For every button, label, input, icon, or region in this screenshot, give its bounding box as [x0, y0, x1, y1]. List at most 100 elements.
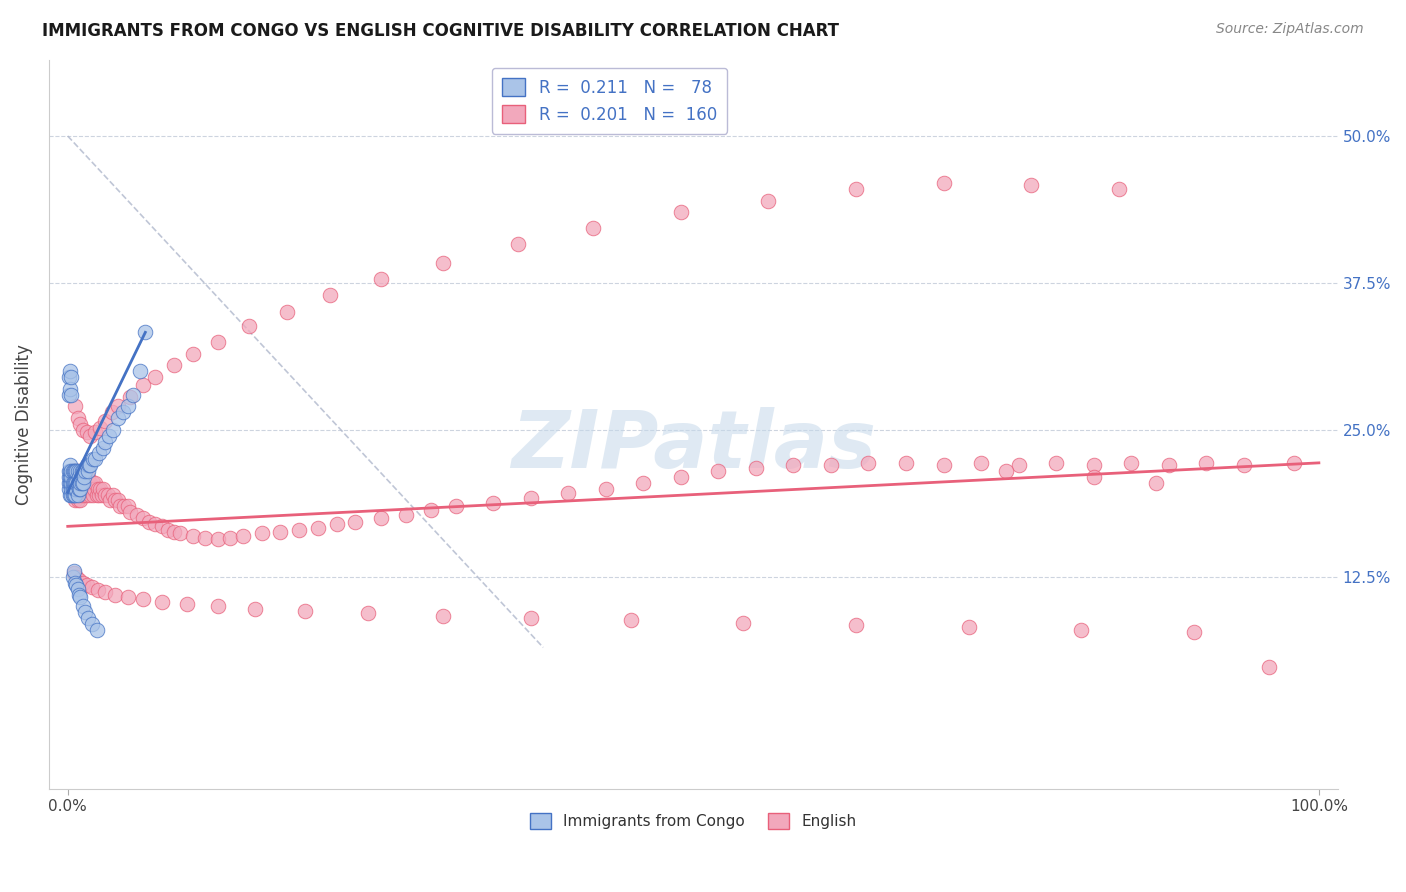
Point [59, 475, 82, 490]
Point [63, 475, 86, 490]
Point [63, 487, 86, 501]
Point [62, 475, 84, 490]
Point [94, 487, 117, 501]
Point [444, 500, 467, 514]
Point [110, 500, 132, 514]
Point [101, 423, 124, 437]
Point [60, 370, 83, 384]
Point [432, 608, 454, 623]
Point [344, 515, 367, 529]
Point [65, 570, 87, 584]
Point [91, 441, 114, 455]
Point [89, 482, 111, 496]
Point [219, 531, 242, 545]
Point [132, 378, 155, 392]
Point [58, 464, 80, 478]
Point [60, 482, 83, 496]
Point [69, 590, 91, 604]
Point [111, 405, 134, 419]
Point [62, 464, 84, 478]
Point [65, 400, 87, 414]
Point [97, 487, 120, 501]
Point [75, 605, 97, 619]
Point [70, 475, 93, 490]
Point [1045, 456, 1067, 470]
Point [132, 511, 155, 525]
Point [82, 475, 104, 490]
Point [104, 493, 127, 508]
Point [63, 564, 86, 578]
Point [156, 523, 179, 537]
Point [67, 487, 90, 501]
Point [67, 475, 90, 490]
Point [76, 578, 98, 592]
Point [69, 493, 91, 508]
Point [70, 487, 93, 501]
Point [1019, 178, 1042, 193]
Point [582, 220, 605, 235]
Point [207, 334, 229, 349]
Point [1070, 623, 1092, 637]
Point [83, 482, 105, 496]
Point [1144, 475, 1167, 490]
Point [63, 475, 86, 490]
Point [80, 482, 103, 496]
Point [432, 256, 454, 270]
Point [75, 470, 97, 484]
Point [319, 287, 342, 301]
Point [482, 496, 505, 510]
Point [150, 594, 173, 608]
Point [58, 475, 80, 490]
Point [232, 529, 254, 543]
Point [69, 417, 91, 431]
Point [62, 482, 84, 496]
Point [307, 520, 329, 534]
Point [117, 500, 139, 514]
Point [288, 523, 311, 537]
Point [77, 458, 100, 473]
Point [60, 487, 83, 501]
Point [756, 194, 779, 208]
Point [176, 597, 198, 611]
Point [250, 526, 273, 541]
Point [932, 458, 955, 473]
Point [63, 464, 86, 478]
Point [79, 475, 101, 490]
Point [66, 475, 89, 490]
Point [117, 400, 139, 414]
Point [65, 475, 87, 490]
Point [58, 470, 80, 484]
Point [84, 452, 107, 467]
Point [94, 413, 117, 427]
Point [72, 470, 94, 484]
Point [1157, 458, 1180, 473]
Point [519, 611, 541, 625]
Point [370, 511, 392, 525]
Point [820, 458, 842, 473]
Point [70, 475, 93, 490]
Point [69, 475, 91, 490]
Point [134, 326, 156, 340]
Point [394, 508, 416, 522]
Point [669, 205, 692, 219]
Point [194, 531, 217, 545]
Point [1108, 182, 1130, 196]
Point [58, 370, 80, 384]
Point [65, 493, 87, 508]
Text: IMMIGRANTS FROM CONGO VS ENGLISH COGNITIVE DISABILITY CORRELATION CHART: IMMIGRANTS FROM CONGO VS ENGLISH COGNITI… [42, 22, 839, 40]
Point [65, 482, 87, 496]
Point [207, 533, 229, 547]
Point [1121, 456, 1143, 470]
Point [1083, 458, 1105, 473]
Point [86, 487, 108, 501]
Point [80, 581, 103, 595]
Point [87, 482, 110, 496]
Point [508, 237, 530, 252]
Point [65, 482, 87, 496]
Point [59, 470, 82, 484]
Point [519, 491, 541, 505]
Point [77, 475, 100, 490]
Point [104, 588, 127, 602]
Point [60, 387, 83, 401]
Point [94, 585, 117, 599]
